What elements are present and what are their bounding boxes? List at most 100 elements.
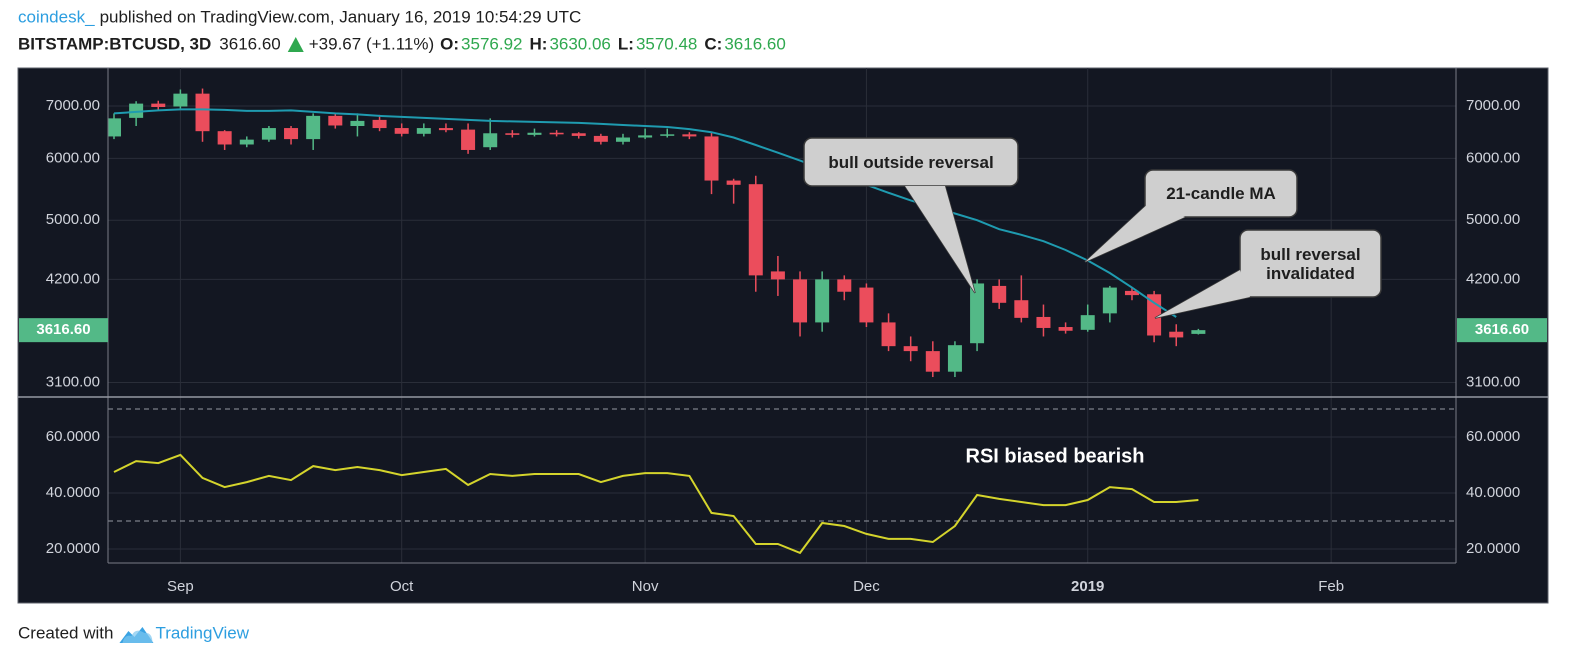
candle-body: [859, 287, 874, 323]
candle-body: [881, 322, 896, 347]
candle-body: [571, 133, 586, 136]
candle-body: [306, 115, 321, 140]
x-tick-label: 2019: [1071, 578, 1104, 595]
y2-tick-label: 40.0000: [1466, 484, 1520, 501]
candle-body: [593, 135, 608, 142]
footer-text: Created with: [18, 623, 113, 642]
candle-body: [1124, 290, 1139, 296]
candle-body: [108, 118, 121, 137]
candle-body: [394, 128, 409, 134]
annotation-text: bull outside reversal: [828, 152, 994, 172]
candle-body: [947, 345, 962, 372]
y-tick-label: 7000.00: [46, 97, 100, 114]
ma-line: [113, 108, 1177, 318]
y-tick-label: 5000.00: [46, 211, 100, 228]
change: +39.67 (+1.11%): [309, 34, 434, 53]
candle-body: [1169, 331, 1184, 338]
y-tick-label: 3100.00: [46, 373, 100, 390]
y2-tick-label: 60.0000: [1466, 428, 1520, 445]
ohlc-value: 3576.92: [461, 34, 522, 53]
x-tick-label: Nov: [632, 578, 659, 595]
candle-body: [129, 103, 144, 118]
candle-body: [483, 133, 498, 148]
candle-body: [549, 132, 564, 135]
y-tick-label: 40.0000: [46, 484, 100, 501]
x-tick-label: Dec: [853, 578, 880, 595]
y2-tick-label: 6000.00: [1466, 149, 1520, 166]
y2-tick-label: 3100.00: [1466, 373, 1520, 390]
candle-body: [748, 184, 763, 276]
price: 3616.60: [219, 34, 280, 53]
callout-box: [1144, 169, 1298, 218]
candle-body: [815, 279, 830, 323]
y2-tick-label: 4200.00: [1466, 270, 1520, 287]
y2-tick-label: 5000.00: [1466, 211, 1520, 228]
candle-body: [217, 131, 232, 145]
candle-body: [195, 93, 210, 132]
candle-body: [837, 279, 852, 292]
candle-body: [660, 134, 675, 136]
candle-body: [151, 103, 166, 107]
candle-body: [461, 129, 476, 150]
candle-body: [682, 134, 697, 137]
callout: bull reversal invalidated: [1260, 245, 1360, 283]
ohlc-value: 3570.48: [636, 34, 697, 53]
candle-body: [770, 271, 785, 280]
candle-body: [173, 93, 188, 107]
candle-body: [793, 279, 808, 323]
last-price-label: 3616.60: [1475, 321, 1529, 338]
symbol: BITSTAMP:BTCUSD, 3D: [18, 34, 211, 53]
source: coindesk_: [18, 7, 95, 26]
y-tick-label: 4200.00: [46, 270, 100, 287]
candle-body: [284, 128, 299, 140]
candle-body: [372, 119, 387, 129]
candle-body: [1014, 300, 1029, 318]
last-price-tag: [19, 318, 108, 343]
rsi-line: [113, 453, 1199, 555]
y2-tick-label: 7000.00: [1466, 97, 1520, 114]
ohlc-label: O:: [440, 34, 459, 53]
candle-body: [261, 128, 276, 140]
published: published on TradingView.com, January 16…: [100, 7, 582, 26]
candle-body: [903, 346, 918, 352]
plot-area: [108, 68, 1456, 563]
callout-box: [1239, 229, 1382, 298]
candle-body: [615, 137, 630, 142]
ohlc-value: 3630.06: [549, 34, 610, 53]
annotation-text: RSI biased bearish: [966, 445, 1145, 467]
candle-body: [1191, 330, 1206, 334]
candle-body: [527, 132, 542, 135]
ohlc-label: C:: [704, 34, 722, 53]
candle-body: [1036, 316, 1051, 328]
brand-logo-cloud: [122, 630, 153, 643]
candle-body: [638, 135, 653, 138]
candle-body: [704, 136, 719, 181]
candle-body: [1058, 327, 1073, 331]
candle-body: [239, 139, 254, 145]
last-price-tag: [1457, 318, 1547, 343]
callout: bull outside reversal: [828, 152, 994, 172]
callout-joint: [1085, 200, 1185, 262]
last-price-label: 3616.60: [36, 321, 90, 338]
x-tick-label: Oct: [390, 578, 414, 595]
annotation-text: 21-candle MA: [1166, 184, 1276, 203]
ohlc-label: H:: [529, 34, 547, 53]
chart-frame: [17, 67, 1549, 604]
candle-body: [350, 120, 365, 126]
y-tick-label: 20.0000: [46, 540, 100, 557]
candle-body: [416, 128, 431, 134]
candle-body: [505, 133, 520, 135]
footer-brand: TradingView: [155, 623, 249, 642]
x-tick-label: Sep: [167, 578, 194, 595]
candle-body: [328, 115, 343, 126]
candle-body: [970, 283, 985, 344]
x-tick-label: Feb: [1318, 578, 1344, 595]
callout-joint: [905, 186, 975, 293]
callout: 21-candle MA: [1166, 184, 1276, 203]
ohlc-label: L:: [618, 34, 634, 53]
change-arrow: [287, 37, 304, 52]
candle-body: [1080, 315, 1095, 330]
candle-body: [992, 285, 1007, 303]
